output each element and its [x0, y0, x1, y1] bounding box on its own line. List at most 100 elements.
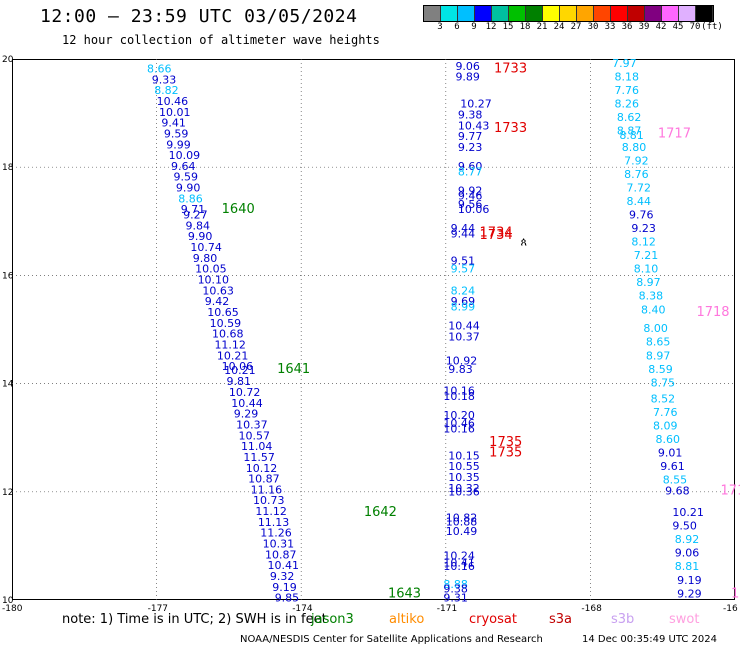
- page-title: 12:00 – 23:59 UTC 03/05/2024: [40, 6, 358, 27]
- wave-height-label: 8.81: [675, 560, 700, 573]
- scale-swatch: [594, 6, 611, 21]
- y-tick-label: 12: [2, 488, 13, 498]
- wave-height-label: 10.72: [229, 386, 261, 399]
- pass-time-label: 1735: [489, 435, 522, 450]
- wave-height-label: 9.06: [455, 60, 480, 73]
- wave-height-label: 9.90: [176, 182, 201, 195]
- pass-time-label: 1640: [222, 202, 255, 217]
- wave-height-label: 8.75: [651, 376, 676, 389]
- wave-height-label: 10.16: [443, 384, 475, 397]
- wave-height-label: 10.12: [246, 462, 278, 475]
- satellite-legend-jason3: jason3: [311, 612, 354, 627]
- wave-height-label: 9.56: [458, 198, 483, 211]
- wave-height-label: 8.77: [458, 165, 483, 178]
- station-marker-icon: ጰ: [521, 236, 528, 249]
- wave-height-label: 8.10: [634, 263, 659, 276]
- wave-height-label: 9.42: [205, 295, 230, 308]
- wave-height-label: 10.10: [198, 274, 230, 287]
- wave-height-label: 10.55: [448, 460, 480, 473]
- wave-height-label: 10.21: [217, 349, 249, 362]
- wave-height-label: 8.76: [624, 168, 649, 181]
- wave-height-label: 9.44: [451, 222, 476, 235]
- scale-swatch: [441, 6, 458, 21]
- pass-time-label: 1: [731, 586, 739, 601]
- scale-label: 24: [553, 22, 565, 32]
- wave-height-label: 9.92: [458, 184, 483, 197]
- wave-height-label: 8.59: [648, 363, 673, 376]
- wave-height-label: 10.41: [267, 559, 299, 572]
- map-frame: [12, 59, 735, 600]
- pass-time-label: 1734: [480, 225, 513, 240]
- wave-height-label: 10.16: [443, 422, 475, 435]
- wave-height-label: 10.18: [443, 390, 475, 403]
- wave-height-label: 8.52: [651, 393, 676, 406]
- satellite-legend-swot: swot: [669, 612, 700, 627]
- wave-height-label: 10.73: [253, 494, 285, 507]
- wave-height-label: 9.69: [451, 295, 476, 308]
- wave-height-label: 10.37: [448, 330, 480, 343]
- wave-height-label: 8.60: [655, 433, 680, 446]
- satellite-legend-altiko: altiko: [389, 612, 425, 627]
- wave-height-label: 9.89: [455, 71, 480, 84]
- wave-height-label: 10.59: [210, 317, 242, 330]
- wave-height-label: 10.74: [190, 241, 222, 254]
- scale-swatch: [679, 6, 696, 21]
- wave-height-label: 8.44: [627, 195, 652, 208]
- wave-height-label: 11.12: [255, 505, 287, 518]
- wave-height-label: 10.05: [195, 263, 227, 276]
- wave-height-label: 8.26: [615, 98, 640, 111]
- wave-height-label: 11.16: [251, 483, 283, 496]
- wave-height-label: 8.40: [641, 303, 666, 316]
- y-tick-label: 18: [2, 163, 14, 173]
- wave-height-label: 8.92: [675, 533, 700, 546]
- wave-height-label: 9.85: [275, 592, 300, 605]
- wave-height-label: 9.60: [458, 160, 483, 173]
- scale-label: 21: [536, 22, 548, 32]
- scale-label: 3: [437, 22, 443, 32]
- wave-height-label: 9.50: [672, 520, 697, 533]
- scale-swatch: [577, 6, 594, 21]
- y-tick-label: 16: [2, 271, 14, 281]
- wave-height-label: 10.87: [248, 473, 280, 486]
- footer-timestamp: 14 Dec 00:35:49 UTC 2024: [582, 634, 717, 645]
- scale-swatch: [645, 6, 662, 21]
- wave-height-label: 8.00: [643, 322, 668, 335]
- wave-height-label: 9.59: [173, 171, 198, 184]
- y-tick-label: 20: [2, 55, 14, 65]
- scale-label: 27: [570, 22, 582, 32]
- wave-height-label: 9.57: [451, 263, 476, 276]
- pass-time-label: 1643: [388, 586, 421, 601]
- x-tick-label: -174: [292, 604, 313, 614]
- wave-height-label: 10.68: [212, 328, 244, 341]
- wave-height-label: 9.27: [183, 209, 208, 222]
- wave-height-label: 9.80: [193, 252, 218, 265]
- satellite-legend-s3a: s3a: [549, 612, 573, 627]
- wave-height-label: 8.99: [451, 301, 476, 314]
- wave-height-label: 9.77: [458, 130, 483, 143]
- pass-time-label: 1642: [364, 505, 397, 520]
- wave-height-label: 8.09: [653, 420, 678, 433]
- wave-height-label: 10.49: [446, 525, 478, 538]
- scale-label: 45: [672, 22, 684, 32]
- scale-swatch: [509, 6, 526, 21]
- wave-height-label: 10.46: [443, 417, 475, 430]
- wave-height-label: 10.36: [448, 486, 480, 499]
- wave-height-label: 9.84: [186, 219, 211, 232]
- wave-height-label: 8.24: [451, 284, 476, 297]
- wave-height-label: 9.99: [166, 138, 191, 151]
- wave-height-label: 8.80: [622, 141, 647, 154]
- wave-height-label: 10.27: [460, 98, 492, 111]
- pass-time-label: 1734: [480, 228, 513, 243]
- wave-height-label: 11.13: [258, 516, 290, 529]
- pass-time-label: 1717: [658, 126, 691, 141]
- wave-height-label: 9.46: [458, 190, 483, 203]
- wave-height-label: 8.38: [639, 290, 664, 303]
- color-scale-bar: [423, 5, 714, 22]
- scale-swatch: [696, 6, 713, 21]
- x-tick-label: -168: [581, 604, 602, 614]
- wave-height-label: 8.62: [617, 111, 642, 124]
- wave-height-label: 7.92: [624, 154, 649, 167]
- wave-height-label: 8.66: [147, 63, 172, 76]
- scale-label: 18: [519, 22, 531, 32]
